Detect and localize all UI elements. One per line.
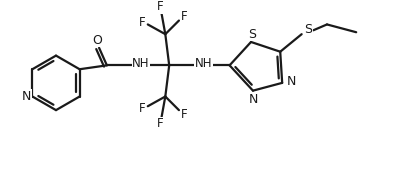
Text: F: F — [157, 0, 163, 13]
Text: O: O — [92, 33, 102, 47]
Text: S: S — [304, 23, 312, 36]
Text: NH: NH — [132, 57, 149, 70]
Text: N: N — [285, 75, 295, 88]
Text: F: F — [180, 108, 187, 120]
Text: F: F — [157, 117, 163, 130]
Text: F: F — [138, 16, 145, 29]
Text: N: N — [22, 90, 31, 103]
Text: N: N — [248, 93, 257, 106]
Text: F: F — [138, 102, 145, 115]
Text: F: F — [180, 10, 187, 23]
Text: NH: NH — [194, 57, 211, 70]
Text: S: S — [247, 28, 255, 41]
